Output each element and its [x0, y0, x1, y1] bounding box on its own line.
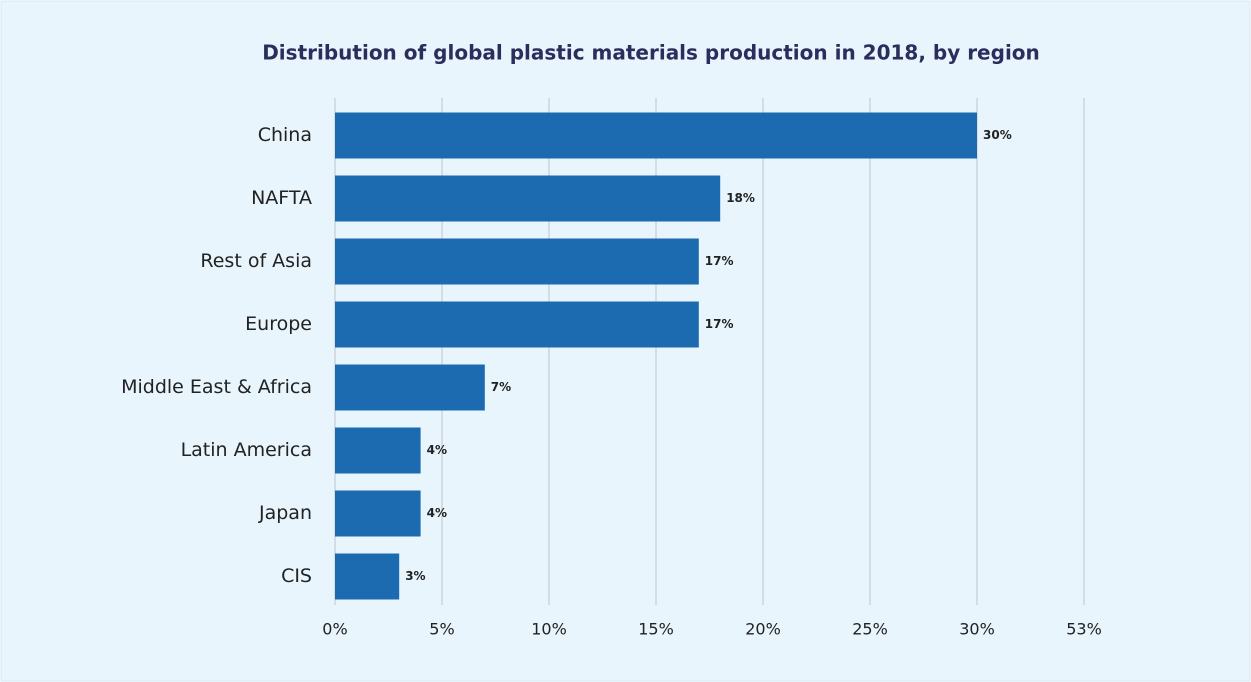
data-label: 17% — [705, 317, 734, 331]
data-label: 3% — [405, 569, 425, 583]
y-tick-label: China — [258, 124, 312, 146]
bar — [335, 427, 421, 474]
x-tick-label: 53% — [1066, 620, 1102, 639]
data-label: 7% — [491, 380, 511, 394]
bar — [335, 490, 421, 537]
x-tick-label: 15% — [638, 620, 674, 639]
data-label: 4% — [427, 443, 447, 457]
data-label: 17% — [705, 254, 734, 268]
y-tick-label: Europe — [245, 313, 312, 335]
y-tick-label: Latin America — [181, 439, 312, 461]
chart-title: Distribution of global plastic materials… — [262, 41, 1040, 65]
y-tick-label: Middle East & Africa — [121, 376, 312, 398]
bar — [335, 238, 699, 285]
x-tick-label: 20% — [745, 620, 781, 639]
data-label: 18% — [726, 191, 755, 205]
y-tick-label: Japan — [258, 502, 312, 524]
data-label: 30% — [983, 128, 1012, 142]
y-tick-label: Rest of Asia — [200, 250, 312, 272]
bar — [335, 364, 485, 411]
bar — [335, 553, 400, 600]
x-tick-label: 30% — [959, 620, 995, 639]
bar — [335, 175, 721, 222]
y-tick-label: NAFTA — [251, 187, 312, 209]
x-tick-label: 10% — [531, 620, 567, 639]
bar — [335, 301, 699, 348]
y-tick-label: CIS — [281, 565, 312, 587]
x-tick-label: 0% — [322, 620, 347, 639]
bar — [335, 112, 977, 159]
x-tick-label: 5% — [429, 620, 454, 639]
data-label: 4% — [427, 506, 447, 520]
x-tick-label: 25% — [852, 620, 888, 639]
